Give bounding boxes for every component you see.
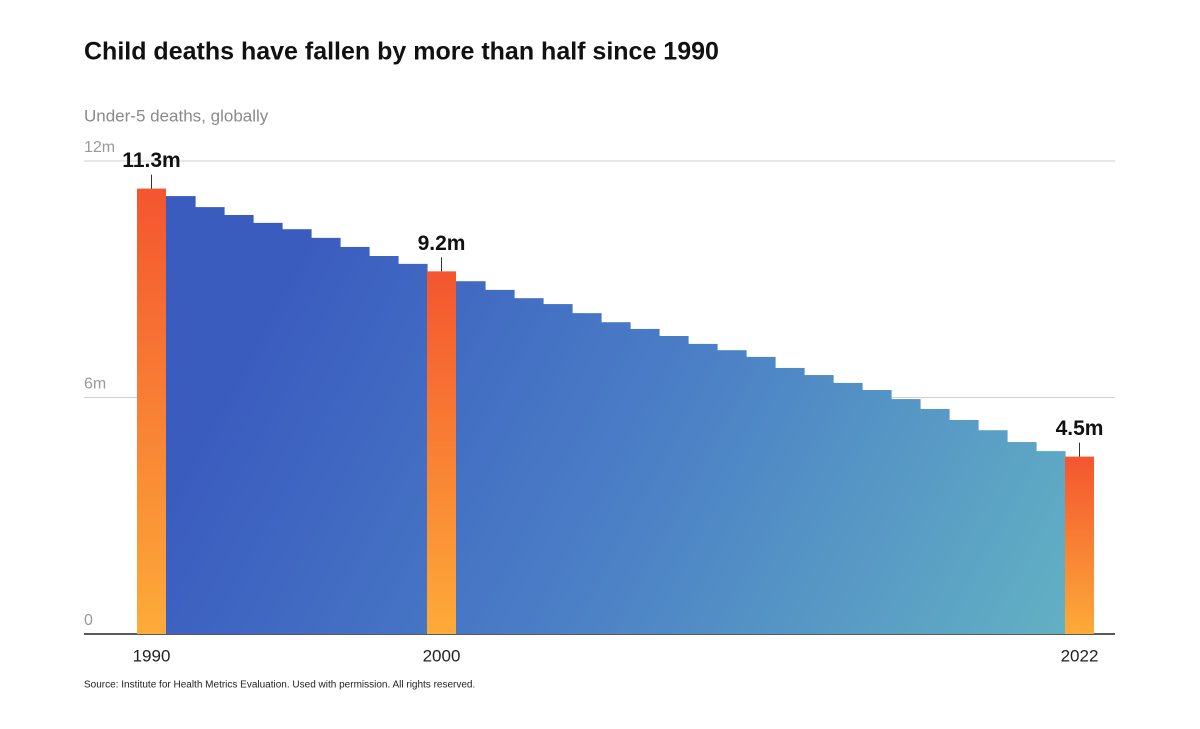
x-tick-label: 2000 xyxy=(423,646,461,665)
bar xyxy=(920,408,950,634)
bar xyxy=(978,430,1008,634)
bar xyxy=(601,322,631,634)
bar xyxy=(717,350,747,634)
bar xyxy=(1036,451,1066,634)
x-tick-label: 1990 xyxy=(133,646,171,665)
value-label: 11.3m xyxy=(122,149,180,172)
bar xyxy=(659,336,689,634)
bar xyxy=(224,215,254,634)
x-tick-label: 2022 xyxy=(1061,646,1099,665)
bar xyxy=(340,246,370,634)
chart-subtitle: Under-5 deaths, globally xyxy=(84,106,269,125)
bar xyxy=(456,281,486,634)
bar xyxy=(630,328,660,634)
bar xyxy=(282,229,312,634)
bar xyxy=(543,304,573,634)
chart-title: Child deaths have fallen by more than ha… xyxy=(84,38,719,66)
y-tick-label: 0 xyxy=(84,612,93,629)
bar xyxy=(514,298,544,634)
bar xyxy=(166,196,196,635)
value-label: 9.2m xyxy=(418,232,466,255)
bar xyxy=(1007,442,1037,634)
bar xyxy=(253,222,283,635)
bar xyxy=(862,390,892,634)
bar xyxy=(891,399,921,634)
y-tick-label: 6m xyxy=(84,376,106,393)
bar xyxy=(833,382,863,634)
bar xyxy=(572,313,602,634)
bar xyxy=(195,207,225,634)
bar xyxy=(688,343,718,634)
source-note: Source: Institute for Health Metrics Eva… xyxy=(84,680,475,691)
bar xyxy=(775,367,805,634)
bar xyxy=(369,255,399,634)
bar xyxy=(485,289,515,634)
y-tick-label: 12m xyxy=(84,139,115,156)
bar xyxy=(804,375,834,634)
highlight-bar xyxy=(137,188,166,634)
highlight-bar xyxy=(427,271,456,634)
highlight-bar xyxy=(1065,456,1094,634)
bar xyxy=(398,263,428,634)
bar xyxy=(949,419,979,634)
value-label: 4.5m xyxy=(1056,417,1104,440)
bar xyxy=(311,237,341,635)
bar xyxy=(746,356,776,634)
